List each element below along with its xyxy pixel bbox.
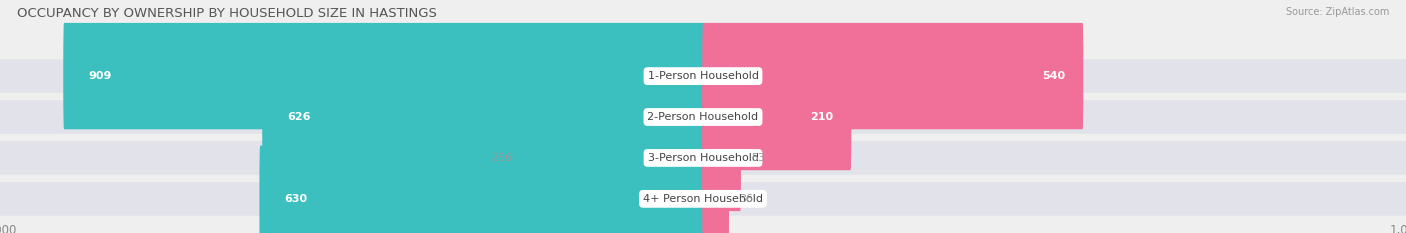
- Text: 2-Person Household: 2-Person Household: [647, 112, 759, 122]
- FancyBboxPatch shape: [703, 105, 741, 211]
- FancyBboxPatch shape: [0, 59, 1406, 93]
- Text: 210: 210: [810, 112, 832, 122]
- Text: 909: 909: [89, 71, 112, 81]
- Text: 256: 256: [491, 153, 512, 163]
- FancyBboxPatch shape: [523, 105, 704, 211]
- Text: 53: 53: [751, 153, 765, 163]
- Text: 4+ Person Household: 4+ Person Household: [643, 194, 763, 204]
- Text: Source: ZipAtlas.com: Source: ZipAtlas.com: [1285, 7, 1389, 17]
- Text: 540: 540: [1042, 71, 1066, 81]
- Text: OCCUPANCY BY OWNERSHIP BY HOUSEHOLD SIZE IN HASTINGS: OCCUPANCY BY OWNERSHIP BY HOUSEHOLD SIZE…: [17, 7, 437, 20]
- FancyBboxPatch shape: [0, 182, 1406, 216]
- Text: 36: 36: [740, 194, 752, 204]
- FancyBboxPatch shape: [703, 64, 852, 170]
- FancyBboxPatch shape: [703, 146, 728, 233]
- FancyBboxPatch shape: [0, 141, 1406, 175]
- FancyBboxPatch shape: [262, 64, 704, 170]
- FancyBboxPatch shape: [259, 146, 704, 233]
- FancyBboxPatch shape: [63, 23, 704, 129]
- FancyBboxPatch shape: [0, 100, 1406, 134]
- Text: 626: 626: [287, 112, 311, 122]
- FancyBboxPatch shape: [703, 23, 1084, 129]
- Text: 630: 630: [284, 194, 308, 204]
- Text: 1-Person Household: 1-Person Household: [648, 71, 758, 81]
- Text: 3-Person Household: 3-Person Household: [648, 153, 758, 163]
